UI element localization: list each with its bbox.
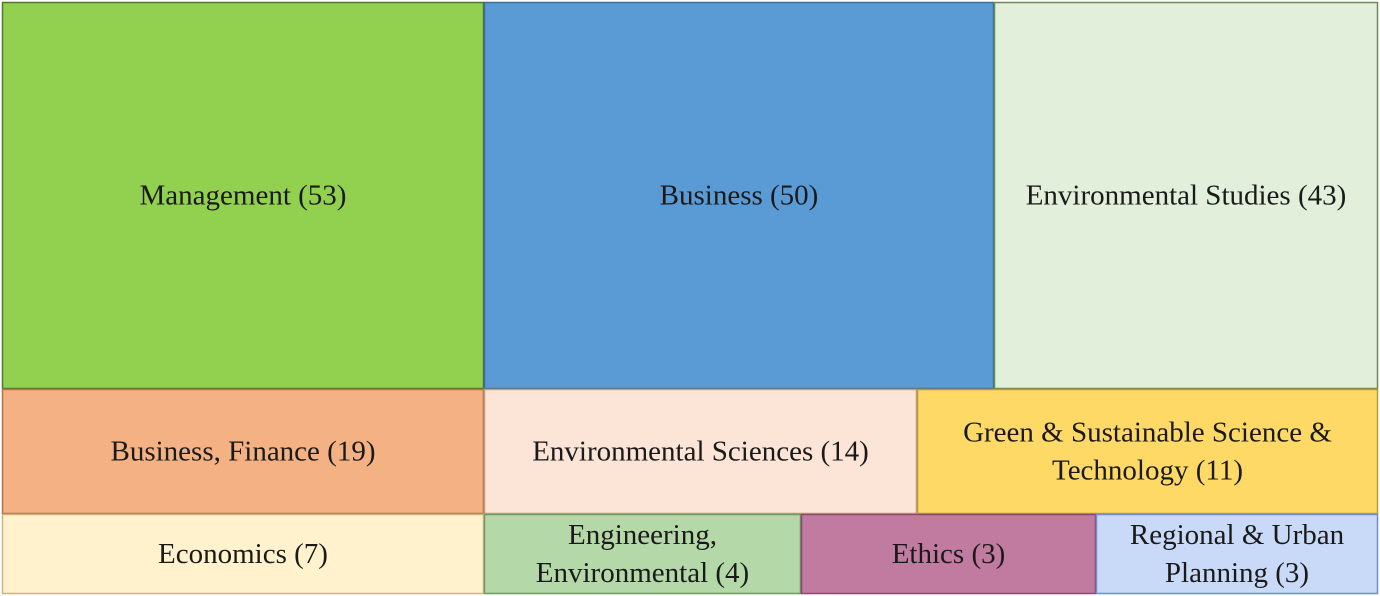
tile-label: Environmental Studies (43) [1026,180,1347,212]
tile-economics: Economics (7) [1,513,485,595]
tile-rect [483,1,995,390]
tile-label: Ethics (3) [892,538,1006,570]
tile-label: Environmental Sciences (14) [532,436,869,468]
tile-rect [993,1,1379,390]
tile-rect [1095,513,1379,595]
tile-label-line: Environmental Sciences (14) [532,436,869,468]
tile-label: Green & Sustainable Science & Technology … [963,417,1332,487]
tile-label-line: Engineering, [568,519,717,551]
tile-label-line: Management (53) [140,180,347,212]
tile-rect [916,388,1379,515]
tile-label-line: Regional & Urban [1130,519,1345,551]
tile-engineering-environmental: Engineering, Environmental (4) [483,513,802,595]
tile-rect [800,513,1097,595]
tile-label: Regional & Urban Planning (3) [1130,519,1345,589]
tile-label-line: Environmental Studies (43) [1026,180,1347,212]
tile-label-line: Planning (3) [1165,557,1309,589]
tile-label: Business (50) [660,180,819,212]
tile-label: Economics (7) [158,538,328,570]
tile-label-line: Green & Sustainable Science & [963,417,1332,449]
tile-ethics: Ethics (3) [800,513,1097,595]
tile-label-line: Economics (7) [158,538,328,570]
tile-rect [483,388,918,515]
tile-business-finance: Business, Finance (19) [1,388,485,515]
tile-rect [1,1,485,390]
tile-rect [1,388,485,515]
tile-label: Management (53) [140,180,347,212]
tile-business: Business (50) [483,1,995,390]
tile-green-and-sustainable-science-and-technology: Green & Sustainable Science & Technology … [916,388,1379,515]
tile-regional-and-urban-planning: Regional & Urban Planning (3) [1095,513,1379,595]
tile-label-line: Ethics (3) [892,538,1006,570]
tile-label-line: Technology (11) [1052,455,1243,487]
tile-rect [483,513,802,595]
tile-environmental-sciences: Environmental Sciences (14) [483,388,918,515]
tile-environmental-studies: Environmental Studies (43) [993,1,1379,390]
tile-label: Business, Finance (19) [111,436,376,468]
tile-label: Engineering, Environmental (4) [536,519,749,589]
tile-rect [1,513,485,595]
tile-management: Management (53) [1,1,485,390]
tile-label-line: Business (50) [660,180,819,212]
tile-label-line: Environmental (4) [536,557,749,589]
tile-label-line: Business, Finance (19) [111,436,376,468]
